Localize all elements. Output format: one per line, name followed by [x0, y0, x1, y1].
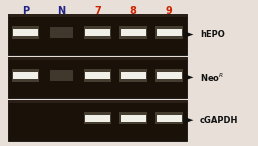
Bar — [157, 72, 182, 79]
Bar — [8, 57, 187, 98]
Bar — [155, 26, 183, 39]
Bar — [8, 57, 187, 60]
Bar — [50, 70, 73, 81]
Text: N: N — [58, 6, 66, 16]
Bar — [8, 14, 187, 18]
Bar — [121, 114, 146, 122]
Bar — [13, 29, 38, 36]
Bar — [157, 114, 182, 122]
Bar — [155, 112, 183, 124]
Bar — [12, 26, 39, 39]
Bar — [8, 100, 187, 140]
Text: 9: 9 — [166, 6, 173, 16]
Bar — [50, 27, 73, 38]
Text: P: P — [22, 6, 29, 16]
Bar — [84, 112, 111, 124]
Bar — [119, 26, 147, 39]
Bar — [84, 69, 111, 82]
Polygon shape — [185, 117, 194, 123]
Bar — [13, 72, 38, 79]
Bar — [155, 69, 183, 82]
Polygon shape — [185, 32, 194, 38]
Bar — [121, 29, 146, 36]
Bar — [85, 72, 110, 79]
Polygon shape — [185, 74, 194, 80]
Text: hEPO: hEPO — [200, 30, 225, 39]
Text: cGAPDH: cGAPDH — [200, 116, 238, 125]
Bar — [157, 29, 182, 36]
Bar — [8, 100, 187, 103]
Text: Neo$^R$: Neo$^R$ — [200, 71, 224, 84]
Bar — [84, 26, 111, 39]
Bar — [119, 69, 147, 82]
Bar — [85, 114, 110, 122]
Bar — [12, 69, 39, 82]
Bar — [8, 14, 187, 55]
Text: 7: 7 — [94, 6, 101, 16]
Text: 8: 8 — [130, 6, 137, 16]
Bar — [121, 72, 146, 79]
Bar — [119, 112, 147, 124]
Bar — [85, 29, 110, 36]
